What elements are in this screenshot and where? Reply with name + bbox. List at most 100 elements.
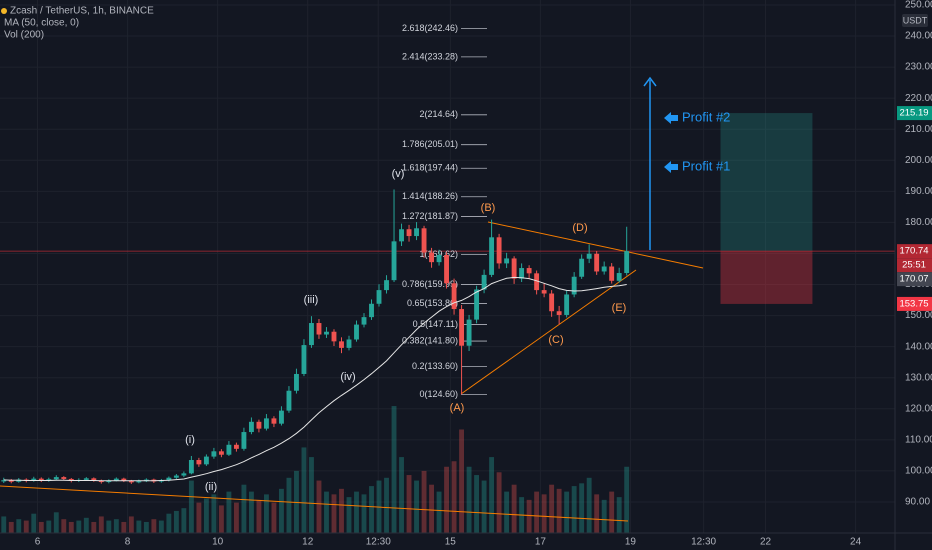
ma-line <box>3 276 627 482</box>
price-badge-label: 153.75 <box>899 298 928 309</box>
volume-bar <box>586 477 592 533</box>
volume-bar <box>279 488 284 533</box>
trend-line <box>0 485 629 522</box>
candle-body <box>571 276 577 295</box>
candle-body <box>519 268 525 279</box>
candle-body <box>481 274 487 290</box>
x-tick-label: 19 <box>625 537 637 548</box>
price-badge-label: 215.19 <box>899 108 928 119</box>
volume-bar <box>354 491 359 533</box>
profit-zone <box>720 113 813 252</box>
volume-bar <box>609 491 615 533</box>
chart-title: Zcash / TetherUS, 1h, BINANCE <box>10 6 154 17</box>
x-tick-label: 12 <box>302 537 314 548</box>
volume-bar <box>466 466 472 533</box>
volume-bar <box>181 508 187 533</box>
loss-zone <box>720 251 813 304</box>
volume-bar <box>436 491 442 533</box>
candle-body <box>594 253 600 272</box>
candle-body <box>316 323 322 335</box>
fib-label: 0(124.60) <box>419 389 458 399</box>
volume-bar <box>549 484 555 533</box>
x-tick-label: 17 <box>535 537 547 548</box>
candle-body <box>549 293 555 312</box>
volume-bar <box>346 497 352 533</box>
candle-body <box>331 331 337 342</box>
volume-bar <box>248 491 254 533</box>
volume-bar <box>624 466 630 533</box>
volume-bar <box>309 457 314 533</box>
candle-body <box>233 444 239 449</box>
volume-bar <box>294 470 299 533</box>
volume-bar <box>23 520 29 533</box>
y-tick-label: 120.00 <box>905 403 932 414</box>
candle-body <box>279 410 284 424</box>
volume-bar <box>399 457 404 533</box>
volume-bar <box>68 521 74 533</box>
candle-body <box>324 331 329 335</box>
fib-label: 0.65(153.86) <box>407 298 458 308</box>
wave-label: (i) <box>185 434 195 446</box>
candle-body <box>166 477 172 481</box>
fib-label: 2.618(242.46) <box>402 23 458 33</box>
arrow-head <box>643 76 657 87</box>
x-tick-label: 8 <box>125 537 131 548</box>
volume-bar <box>263 494 269 533</box>
wave-label: (iii) <box>304 294 319 306</box>
candle-body <box>511 258 517 279</box>
volume-bar <box>271 502 277 533</box>
candle-body <box>301 345 307 374</box>
candle-body <box>53 477 59 480</box>
volume-bar <box>339 488 344 533</box>
wave-label: (A) <box>450 402 465 414</box>
volume-bar <box>324 491 329 533</box>
volume-bar <box>83 517 89 533</box>
x-tick-label: 6 <box>35 537 41 548</box>
volume-bar <box>571 486 577 533</box>
candle-body <box>61 477 67 479</box>
volume-bar <box>143 521 149 533</box>
volume-bar <box>444 466 450 533</box>
wave-label: (v) <box>392 168 405 180</box>
wave-label: (ii) <box>205 481 217 493</box>
candle-body <box>579 258 585 277</box>
annotations: (i) (ii) (iii) (iv) (v) (A) (B) (C) (D) (E) <box>185 168 626 493</box>
candle-body <box>399 229 404 242</box>
fib-label: 1.414(188.26) <box>402 191 458 201</box>
volume-bar <box>301 447 307 533</box>
candle-body <box>346 339 352 348</box>
candle-body <box>203 456 209 465</box>
candle-body <box>31 478 37 481</box>
volume-bar <box>511 484 517 533</box>
candle-body <box>361 317 367 325</box>
candle-body <box>586 253 592 259</box>
wave-label: (B) <box>481 202 496 214</box>
volume-bar <box>106 520 112 533</box>
candle-body <box>421 228 427 253</box>
volume-bar <box>421 470 427 533</box>
volume-bar <box>188 480 194 533</box>
candle-body <box>83 478 89 480</box>
fib-label: 2(214.64) <box>419 109 458 119</box>
volume-bar <box>121 521 127 533</box>
fib-label: 1.272(181.87) <box>402 211 458 221</box>
y-tick-label: 110.00 <box>905 434 932 445</box>
y-tick-label: 210.00 <box>905 124 932 135</box>
volume-bar <box>594 494 600 533</box>
volume-bar <box>616 497 622 533</box>
candle-body <box>601 266 607 272</box>
volume-bar <box>391 406 397 533</box>
candle-body <box>556 311 562 315</box>
candle-body <box>38 478 44 481</box>
candle-body <box>196 460 202 465</box>
volume-bar <box>211 494 217 533</box>
x-tick-label: 22 <box>760 537 772 548</box>
volume-bar <box>556 488 562 533</box>
y-tick-label: 230.00 <box>905 62 932 73</box>
candle-body <box>263 418 269 429</box>
price-badge-label: 25:51 <box>902 260 926 271</box>
volume-bar <box>128 516 134 533</box>
